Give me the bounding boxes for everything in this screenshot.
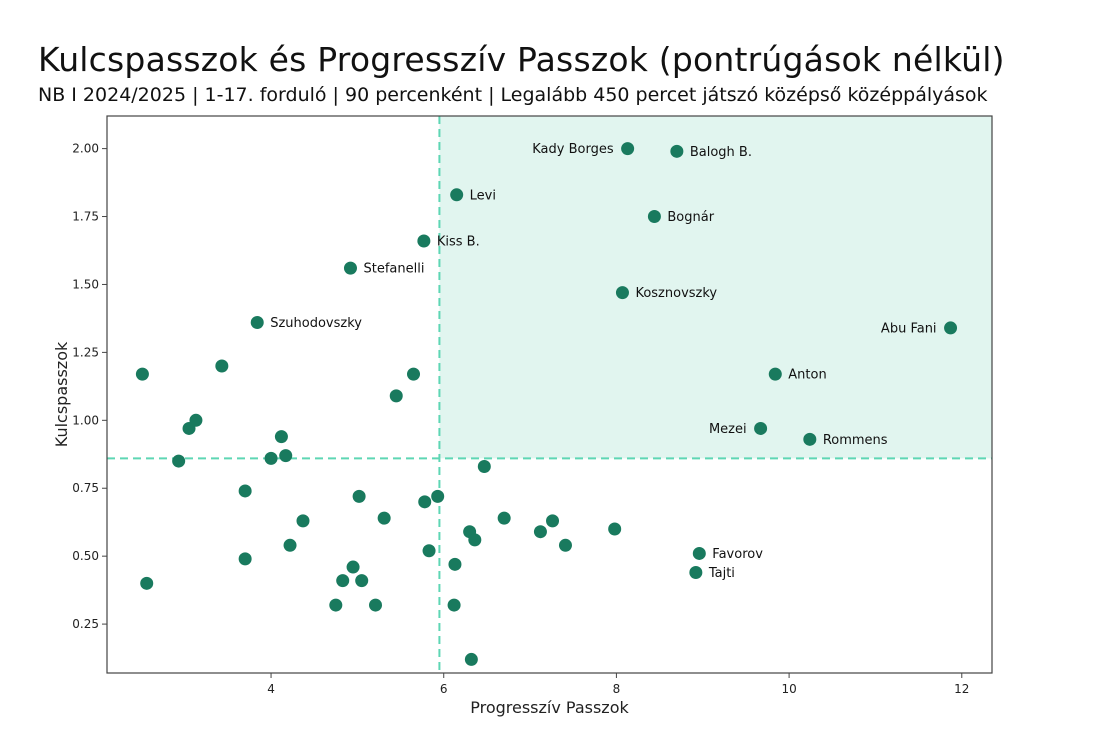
data-point-labeled [803, 432, 817, 446]
data-point-labeled [692, 546, 706, 560]
point-label: Anton [788, 368, 826, 383]
data-point [448, 557, 462, 571]
x-tick-label: 10 [781, 682, 796, 696]
point-label: Kosznovszky [635, 286, 717, 301]
x-tick-label: 4 [267, 682, 275, 696]
x-tick-label: 8 [613, 682, 621, 696]
data-point [558, 538, 572, 552]
point-label: Abu Fani [881, 321, 937, 336]
data-point [140, 576, 154, 590]
data-point [172, 454, 186, 468]
data-point [189, 413, 203, 427]
data-point [135, 367, 149, 381]
data-point-labeled [417, 234, 431, 248]
data-point [464, 652, 478, 666]
data-point [279, 449, 293, 463]
data-point [264, 451, 278, 465]
data-point-labeled [343, 261, 357, 275]
y-tick-label: 1.00 [72, 413, 99, 427]
point-label: Bognár [667, 210, 714, 225]
data-point [608, 522, 622, 536]
point-label: Szuhodovszky [270, 316, 362, 331]
data-point [497, 511, 511, 525]
point-label: Balogh B. [690, 145, 752, 160]
point-label: Stefanelli [363, 262, 424, 277]
data-point [238, 552, 252, 566]
x-tick-label: 12 [954, 682, 969, 696]
data-point [407, 367, 421, 381]
data-point-labeled [621, 142, 635, 156]
x-tick-label: 6 [440, 682, 448, 696]
data-point-labeled [450, 188, 464, 202]
point-label: Mezei [709, 422, 747, 437]
data-point [296, 514, 310, 528]
data-point [389, 389, 403, 403]
y-tick-label: 0.25 [72, 617, 99, 631]
data-point [422, 544, 436, 558]
point-label: Kady Borges [532, 142, 614, 157]
data-point-labeled [250, 315, 264, 329]
data-point [274, 430, 288, 444]
chart-title: Kulcspasszok és Progresszív Passzok (pon… [38, 40, 1005, 79]
y-tick-label: 0.50 [72, 549, 99, 563]
data-point [447, 598, 461, 612]
data-point-labeled [670, 144, 684, 158]
data-point-labeled [768, 367, 782, 381]
data-point [468, 533, 482, 547]
data-point-labeled [754, 421, 768, 435]
point-label: Tajti [708, 566, 735, 581]
data-point [377, 511, 391, 525]
x-axis-label: Progresszív Passzok [470, 698, 629, 717]
data-point [431, 489, 445, 503]
y-axis-label: Kulcspasszok [52, 341, 71, 447]
plot-frame [106, 115, 993, 674]
data-point [546, 514, 560, 528]
point-label: Rommens [823, 433, 888, 448]
point-label: Kiss B. [437, 234, 480, 249]
point-label: Levi [470, 188, 496, 203]
data-point [355, 574, 369, 588]
y-tick-label: 0.75 [72, 481, 99, 495]
data-point [329, 598, 343, 612]
point-label: Favorov [712, 547, 763, 562]
data-point-labeled [944, 321, 958, 335]
data-point-labeled [647, 210, 661, 224]
y-tick-label: 1.50 [72, 277, 99, 291]
top-right-quadrant [439, 116, 992, 459]
data-point [336, 574, 350, 588]
data-point-labeled [689, 565, 703, 579]
data-point [283, 538, 297, 552]
data-point [477, 460, 491, 474]
data-point [352, 489, 366, 503]
data-point [369, 598, 383, 612]
y-tick-label: 2.00 [72, 142, 99, 156]
data-point [215, 359, 229, 373]
y-tick-label: 1.75 [72, 210, 99, 224]
data-point [418, 495, 432, 509]
data-point [238, 484, 252, 498]
data-point [346, 560, 360, 574]
y-tick-label: 1.25 [72, 345, 99, 359]
data-point [533, 525, 547, 539]
chart-subtitle: NB I 2024/2025 | 1-17. forduló | 90 perc… [38, 84, 988, 106]
data-point-labeled [615, 286, 629, 300]
